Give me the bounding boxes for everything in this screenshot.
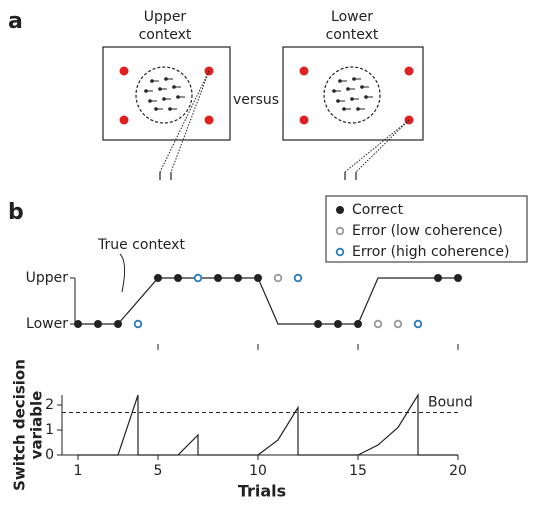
eyes — [159, 172, 357, 180]
data-point — [114, 320, 122, 328]
versus-label: versus — [233, 92, 279, 108]
legend-marker — [335, 247, 345, 257]
data-point — [393, 319, 403, 329]
data-point — [454, 274, 462, 282]
box-title: Upper — [144, 9, 187, 25]
data-point — [174, 274, 182, 282]
legend-label: Correct — [352, 202, 404, 218]
box-title: context — [139, 27, 192, 43]
bound-label: Bound — [428, 395, 473, 411]
legend-label: Error (high coherence) — [352, 244, 509, 260]
screen — [102, 46, 231, 141]
legend-marker — [335, 226, 345, 236]
y-tick-label: 2 — [45, 397, 54, 413]
legend-marker — [336, 206, 344, 214]
panel-label: b — [8, 200, 24, 225]
context-line — [78, 277, 458, 325]
screen — [282, 46, 424, 141]
decision-line — [78, 392, 458, 456]
data-point — [254, 274, 262, 282]
gaze-lines — [159, 70, 410, 173]
y-tick-label: Lower — [26, 316, 68, 332]
data-point — [273, 273, 283, 283]
box-title: context — [326, 27, 379, 43]
data-point — [234, 274, 242, 282]
aperture — [135, 66, 193, 124]
x-tick-label: 10 — [249, 463, 267, 479]
screens — [102, 46, 424, 141]
data-point — [94, 320, 102, 328]
data-point — [293, 273, 303, 283]
data-point — [74, 320, 82, 328]
data-point — [193, 273, 203, 283]
data-point — [314, 320, 322, 328]
aperture — [323, 66, 381, 124]
y-tick-label: 1 — [45, 422, 54, 438]
y-axis-label: variable — [28, 391, 46, 460]
data-point — [413, 319, 423, 329]
panel-label: a — [8, 9, 23, 34]
annotation: True context — [97, 237, 185, 253]
x-tick-label: 20 — [449, 463, 467, 479]
x-tick-label: 5 — [154, 463, 163, 479]
motion-dots — [144, 77, 373, 111]
data-point — [434, 274, 442, 282]
box-title: Lower — [331, 9, 373, 25]
data-point — [373, 319, 383, 329]
data-point — [154, 274, 162, 282]
data-point — [133, 319, 143, 329]
x-tick-label: 1 — [74, 463, 83, 479]
x-axis-label: Trials — [238, 482, 286, 501]
legend-box — [325, 195, 528, 263]
y-tick-label: Upper — [26, 270, 69, 286]
data-point — [214, 274, 222, 282]
y-tick-label: 0 — [45, 447, 54, 463]
annotation-pointer — [119, 253, 126, 293]
data-point — [334, 320, 342, 328]
y-axis-label: Switch decision — [11, 359, 29, 491]
legend-label: Error (low coherence) — [352, 223, 503, 239]
data-point — [354, 320, 362, 328]
x-tick-label: 15 — [349, 463, 367, 479]
